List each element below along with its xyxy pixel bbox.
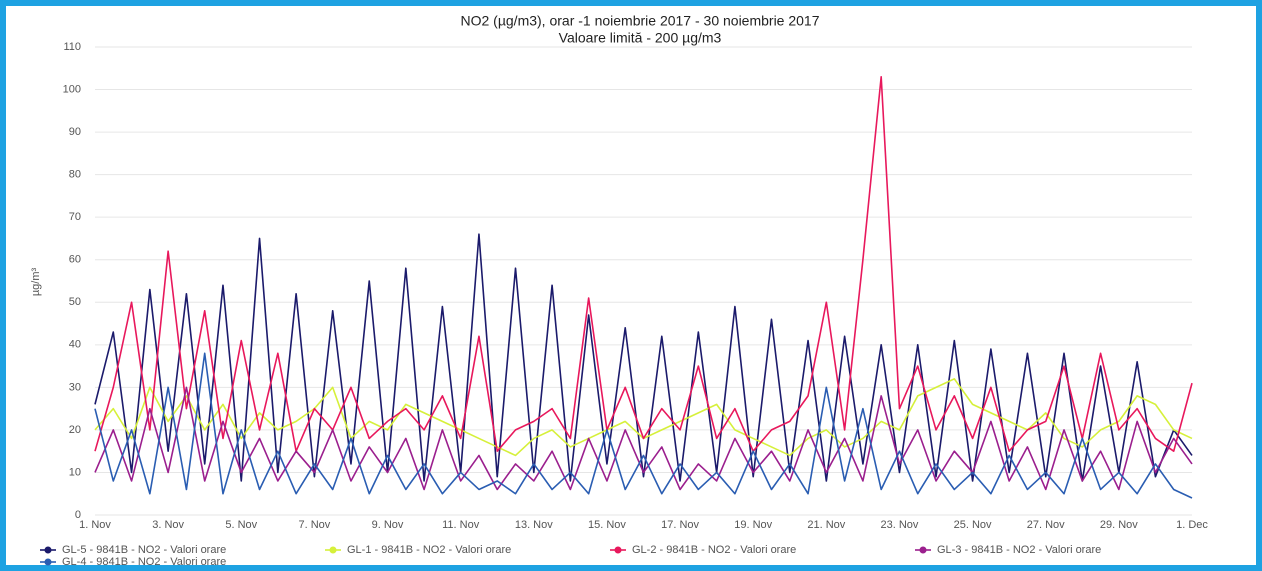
y-tick-label: 80 (69, 169, 81, 181)
chart-subtitle: Valoare limită - 200 µg/m3 (559, 30, 722, 46)
series-line (94, 352, 1193, 499)
x-tick-label: 29. Nov (1100, 519, 1138, 531)
y-tick-label: 10 (69, 466, 81, 478)
legend-label: GL-3 - 9841B - NO2 - Valori orare (937, 544, 1101, 556)
y-tick-label: 30 (69, 381, 81, 393)
x-tick-label: 1. Dec (1176, 519, 1208, 531)
legend-marker (919, 546, 927, 554)
x-tick-label: 13. Nov (515, 519, 553, 531)
y-tick-label: 110 (63, 41, 81, 53)
x-tick-label: 1. Nov (79, 519, 111, 531)
legend-label: GL-4 - 9841B - NO2 - Valori orare (62, 556, 226, 568)
legend-marker (614, 546, 622, 554)
x-tick-label: 27. Nov (1027, 519, 1065, 531)
legend-marker (44, 558, 52, 566)
x-tick-label: 21. Nov (807, 519, 845, 531)
x-tick-label: 15. Nov (588, 519, 626, 531)
y-tick-label: 0 (75, 509, 81, 521)
y-tick-label: 60 (69, 254, 81, 266)
y-tick-label: 20 (69, 424, 81, 436)
legend-label: GL-2 - 9841B - NO2 - Valori orare (632, 544, 796, 556)
x-tick-label: 5. Nov (225, 519, 257, 531)
y-axis-label: µg/m³ (30, 267, 42, 296)
x-tick-label: 23. Nov (881, 519, 919, 531)
y-tick-label: 50 (69, 296, 81, 308)
x-tick-label: 25. Nov (954, 519, 992, 531)
x-tick-label: 17. Nov (661, 519, 699, 531)
y-tick-label: 90 (69, 126, 81, 138)
y-tick-label: 70 (69, 211, 81, 223)
legend-label: GL-5 - 9841B - NO2 - Valori orare (62, 544, 226, 556)
legend-label: GL-1 - 9841B - NO2 - Valori orare (347, 544, 511, 556)
series-line (94, 386, 1193, 491)
y-tick-label: 40 (69, 339, 81, 351)
y-tick-label: 100 (63, 83, 81, 95)
series-line (94, 75, 1193, 452)
x-tick-label: 9. Nov (372, 519, 404, 531)
x-tick-label: 11. Nov (442, 519, 480, 531)
x-tick-label: 19. Nov (734, 519, 772, 531)
chart-title: NO2 (µg/m3), orar -1 noiembrie 2017 - 30… (460, 13, 819, 29)
x-tick-label: 7. Nov (299, 519, 331, 531)
legend-marker (44, 546, 52, 554)
legend-marker (329, 546, 337, 554)
x-tick-label: 3. Nov (152, 519, 184, 531)
series-line (94, 233, 1193, 482)
